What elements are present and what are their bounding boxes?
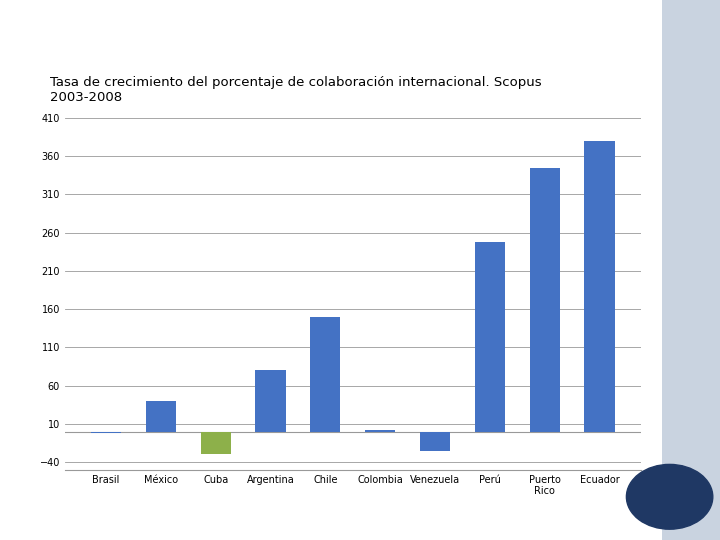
Bar (365, 430, 395, 431)
Bar (530, 167, 559, 431)
Bar (256, 370, 286, 431)
Bar (420, 431, 450, 451)
Bar (91, 431, 121, 433)
Bar (201, 431, 231, 455)
Bar (585, 141, 615, 431)
Bar (474, 242, 505, 431)
Bar (146, 401, 176, 431)
Text: Tasa de crecimiento del porcentaje de colaboración internacional. Scopus
2003-20: Tasa de crecimiento del porcentaje de co… (50, 76, 542, 104)
Bar (310, 317, 341, 431)
